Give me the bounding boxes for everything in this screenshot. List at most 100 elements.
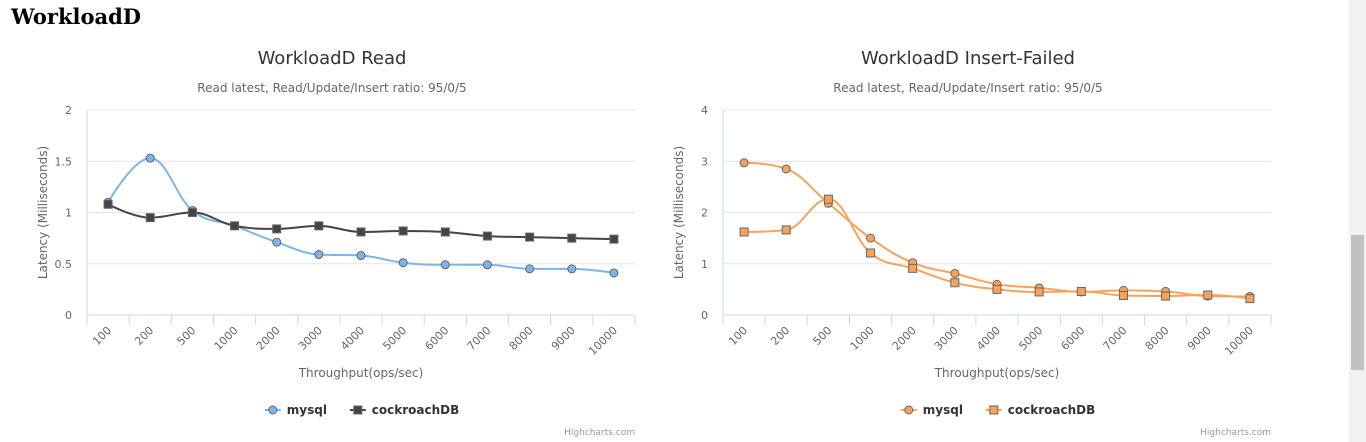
legend-label: mysql — [287, 403, 327, 417]
x-tick-label: 5000 — [1016, 324, 1045, 353]
data-point-cockroachdb — [1203, 290, 1213, 300]
x-tick-label: 1000 — [212, 324, 241, 353]
data-point-cockroachdb — [187, 208, 197, 217]
x-tick-label: 7000 — [1101, 324, 1130, 353]
credits-link[interactable]: Highcharts.com — [564, 428, 635, 438]
data-point-mysql — [356, 251, 366, 261]
x-tick-label: 9000 — [549, 324, 578, 353]
y-tick-label: 4 — [701, 104, 708, 117]
data-point-cockroachdb — [230, 221, 240, 231]
data-point-mysql — [781, 164, 791, 174]
chart-workloadd-read: WorkloadD Read Read latest, Read/Update/I… — [9, 40, 643, 442]
data-point-mysql — [482, 260, 492, 270]
x-tick-label: 8000 — [1143, 324, 1172, 353]
x-axis-title: Throughput(ops/sec) — [298, 366, 424, 380]
y-axis-title: Latency (Milliseconds) — [672, 146, 686, 279]
x-tick-label: 5000 — [380, 324, 409, 353]
data-point-cockroachdb — [1118, 291, 1128, 301]
data-point-cockroachdb — [739, 227, 749, 237]
data-point-mysql — [398, 258, 408, 268]
y-axis-title: Latency (Milliseconds) — [36, 146, 50, 279]
data-point-mysql — [314, 250, 324, 260]
data-point-cockroachdb — [866, 248, 876, 258]
legend-item-mysql[interactable]: mysql — [900, 403, 963, 417]
x-tick-label: 2000 — [254, 324, 283, 353]
x-tick-label: 3000 — [296, 324, 325, 353]
data-point-mysql — [739, 158, 749, 168]
data-point-cockroachdb — [950, 278, 960, 288]
legend-item-cockroachdb[interactable]: cockroachDB — [349, 403, 459, 417]
chart-subtitle: Read latest, Read/Update/Insert ratio: 9… — [833, 81, 1102, 95]
data-point-mysql — [440, 260, 450, 270]
legend-label: cockroachDB — [1008, 403, 1095, 417]
data-point-cockroachdb — [823, 194, 833, 204]
chart-subtitle: Read latest, Read/Update/Insert ratio: 9… — [197, 81, 466, 95]
x-axis-title: Throughput(ops/sec) — [934, 366, 1060, 380]
data-point-cockroachdb — [145, 213, 155, 223]
x-tick-label: 3000 — [932, 324, 961, 353]
data-point-cockroachdb — [525, 232, 535, 242]
data-point-cockroachdb — [103, 199, 113, 209]
x-tick-label: 1000 — [848, 324, 877, 353]
legend-marker — [904, 405, 914, 415]
data-point-cockroachdb — [609, 234, 619, 244]
x-tick-label: 100 — [90, 324, 114, 348]
y-tick-label: 2 — [701, 207, 708, 220]
x-tick-label: 10000 — [1222, 324, 1256, 358]
data-point-mysql — [525, 264, 535, 274]
data-point-mysql — [866, 233, 876, 243]
legend-item-cockroachdb[interactable]: cockroachDB — [985, 403, 1095, 417]
page-title: WorkloadD — [11, 4, 141, 29]
y-tick-label: 3 — [701, 155, 708, 168]
legend-item-mysql[interactable]: mysql — [264, 403, 327, 417]
vertical-scrollbar[interactable] — [1349, 0, 1366, 442]
chart-svg-read: WorkloadD Read Read latest, Read/Update/I… — [36, 48, 636, 438]
data-point-mysql — [950, 268, 960, 278]
chart-svg-insert-failed: WorkloadD Insert-Failed Read latest, Read… — [672, 48, 1272, 438]
data-point-mysql — [145, 153, 155, 163]
credits-link[interactable]: Highcharts.com — [1200, 428, 1271, 438]
data-point-cockroachdb — [398, 226, 408, 236]
data-point-cockroachdb — [781, 225, 791, 235]
x-tick-label: 9000 — [1185, 324, 1214, 353]
x-tick-label: 500 — [810, 324, 834, 348]
data-point-cockroachdb — [992, 284, 1002, 294]
y-tick-label: 0.5 — [55, 258, 73, 271]
legend-label: mysql — [923, 403, 963, 417]
data-point-cockroachdb — [314, 221, 324, 231]
y-tick-label: 1 — [65, 207, 72, 220]
y-tick-label: 1 — [701, 258, 708, 271]
legend-marker — [268, 405, 278, 415]
x-tick-label: 4000 — [338, 324, 367, 353]
x-tick-label: 4000 — [974, 324, 1003, 353]
x-tick-label: 100 — [726, 324, 750, 348]
data-point-cockroachdb — [272, 224, 282, 234]
chart-title: WorkloadD Read — [258, 48, 407, 69]
x-tick-label: 10000 — [586, 324, 620, 358]
chart-workloadd-insert-failed: WorkloadD Insert-Failed Read latest, Read… — [645, 40, 1279, 442]
legend-label: cockroachDB — [372, 403, 459, 417]
data-point-cockroachdb — [567, 233, 577, 243]
x-tick-label: 500 — [174, 324, 198, 348]
x-tick-label: 8000 — [507, 324, 536, 353]
y-tick-label: 0 — [65, 309, 72, 322]
data-point-mysql — [609, 268, 619, 278]
y-tick-label: 0 — [701, 309, 708, 322]
legend-marker — [989, 405, 999, 415]
x-tick-label: 7000 — [465, 324, 494, 353]
chart-title: WorkloadD Insert-Failed — [861, 48, 1075, 69]
data-point-cockroachdb — [482, 231, 492, 241]
x-tick-label: 2000 — [890, 324, 919, 353]
x-tick-label: 200 — [132, 324, 156, 348]
x-tick-label: 200 — [768, 324, 792, 348]
y-tick-label: 2 — [65, 104, 72, 117]
y-tick-label: 1.5 — [55, 155, 73, 168]
data-point-cockroachdb — [1245, 294, 1255, 304]
data-point-cockroachdb — [908, 263, 918, 273]
x-tick-label: 6000 — [422, 324, 451, 353]
data-point-cockroachdb — [1161, 291, 1171, 301]
data-point-cockroachdb — [440, 227, 450, 237]
legend-marker — [353, 405, 363, 415]
series-line-mysql — [744, 161, 1250, 298]
scrollbar-thumb[interactable] — [1351, 235, 1364, 370]
